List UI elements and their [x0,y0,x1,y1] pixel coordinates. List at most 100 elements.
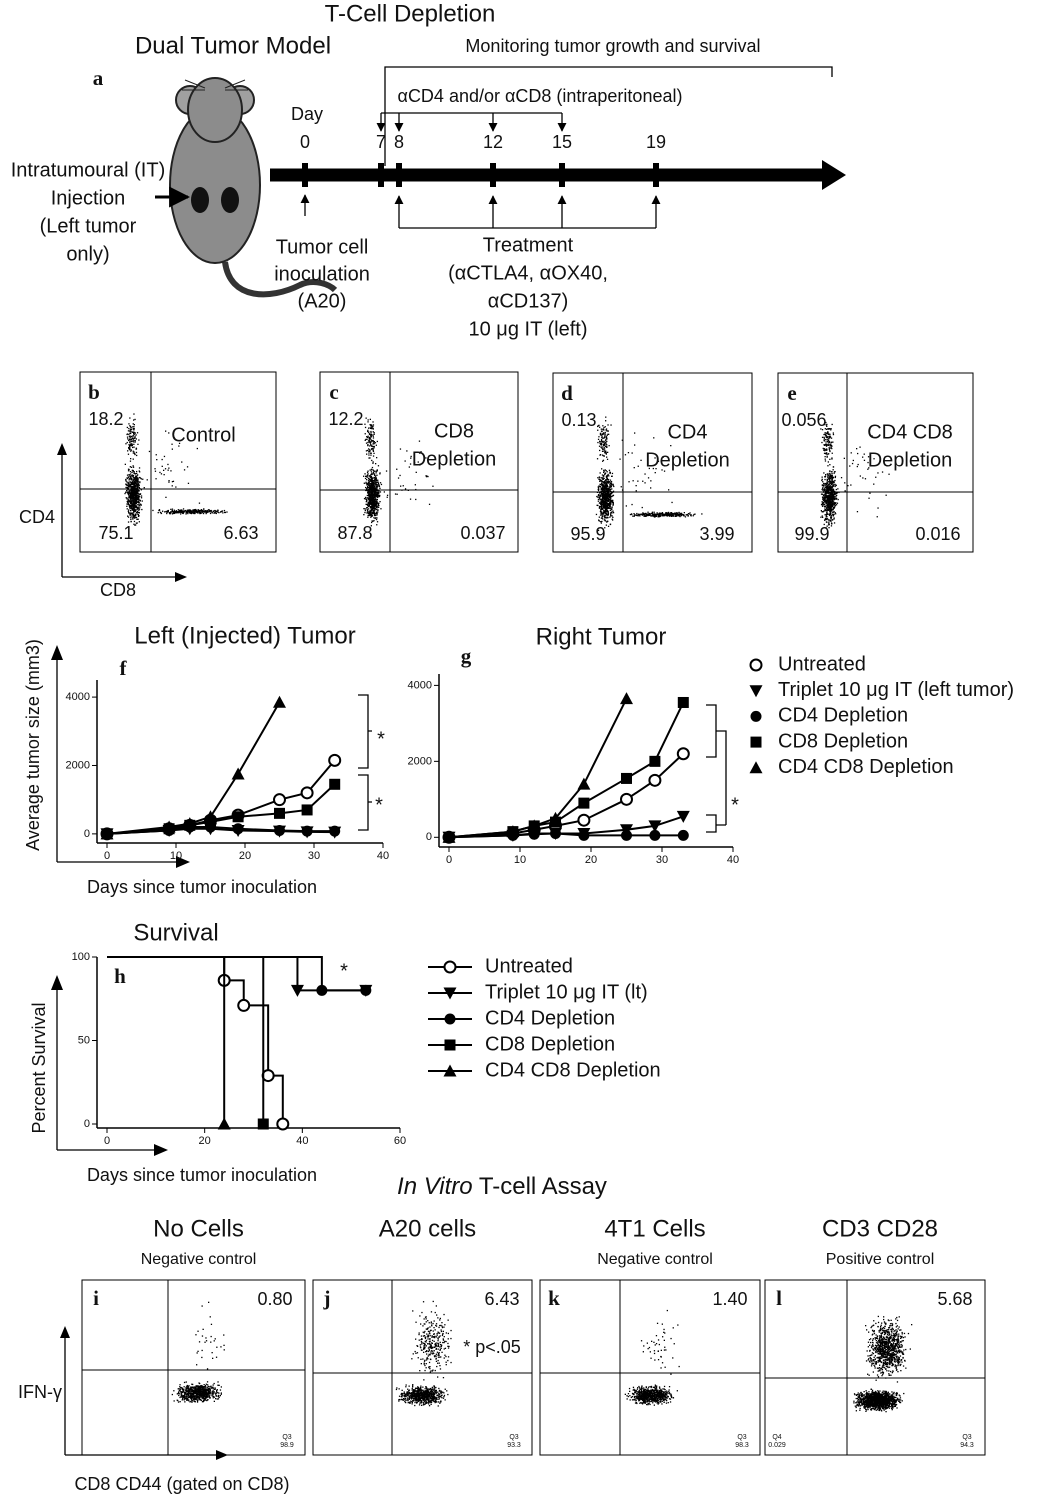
event-dot [215,511,217,513]
event-dot [602,484,604,487]
event-dot [136,480,138,482]
event-dot [137,497,139,499]
event-dot [372,477,374,479]
event-dot [138,506,140,508]
event-dot [598,520,600,522]
event-dot [184,1393,186,1395]
event-dot [610,490,612,493]
event-dot [134,516,136,518]
event-dot [828,498,830,500]
event-dot [126,500,128,503]
event-dot [827,488,829,490]
event-dot [825,441,827,443]
event-dot [405,1395,407,1397]
event-dot [380,483,383,486]
event-dot [823,499,825,501]
event-dot [370,485,372,487]
event-dot [178,1388,180,1390]
event-dot [133,424,135,426]
event-dot [672,515,675,517]
event-dot [130,426,132,429]
event-dot [828,505,830,507]
event-dot [824,493,826,496]
event-dot [836,492,838,494]
event-dot [367,440,370,442]
event-dot [605,420,607,422]
event-dot [376,492,379,494]
event-dot [826,495,828,497]
event-dot [606,521,608,523]
event-dot [127,482,129,484]
event-dot [133,413,135,415]
event-dot [601,520,603,523]
event-dot [371,498,374,500]
event-dot [830,512,832,515]
event-dot [834,496,836,498]
event-dot [832,515,835,517]
event-dot [128,439,130,442]
event-dot [599,478,601,480]
event-dot [606,507,608,510]
event-dot [201,1386,203,1388]
event-dot [367,449,369,452]
event-dot [197,1391,199,1393]
event-dot [599,449,601,452]
event-dot [612,502,614,504]
event-dot [202,512,205,515]
event-dot [128,491,130,493]
event-dot [213,1340,215,1342]
event-dot [202,510,205,513]
event-dot [369,499,371,501]
plot-frame [312,1279,533,1456]
event-dot [196,511,198,514]
event-dot [133,511,135,513]
event-dot [174,511,176,513]
event-dot [654,472,656,474]
event-dot [367,477,370,479]
event-dot [214,509,216,512]
event-dot [127,502,129,504]
event-dot [844,482,846,484]
event-dot [821,441,823,444]
event-dot [132,497,134,499]
event-dot [830,474,832,476]
event-dot [827,465,829,467]
event-dot [600,491,602,493]
event-dot [376,501,378,503]
event-dot [201,1396,204,1398]
event-dot [600,512,602,514]
event-dot [130,440,132,443]
event-dot [830,429,832,431]
event-dot [830,437,833,439]
event-dot [655,468,657,470]
event-dot [833,502,836,504]
event-dot [409,463,412,465]
event-dot [665,514,667,517]
event-dot [373,494,376,496]
event-dot [204,1394,207,1396]
event-dot [830,494,832,496]
event-dot [828,491,830,493]
event-dot [607,451,609,453]
event-dot [364,477,367,480]
event-dot [373,470,375,472]
event-dot [601,441,603,443]
event-dot [198,510,200,512]
event-dot [683,512,685,514]
event-dot [369,486,371,488]
panel-label: Depletion [412,448,497,470]
event-dot [371,425,373,427]
event-dot [827,481,829,483]
event-dot [379,487,381,489]
event-dot [366,512,368,514]
event-dot [825,495,827,497]
event-dot [428,1403,430,1405]
event-dot [601,443,603,445]
event-dot [827,497,829,499]
event-dot [136,506,138,508]
event-dot [827,501,829,503]
event-dot [367,421,369,423]
event-dot [375,518,378,521]
event-dot [366,484,369,486]
event-dot [375,482,377,485]
